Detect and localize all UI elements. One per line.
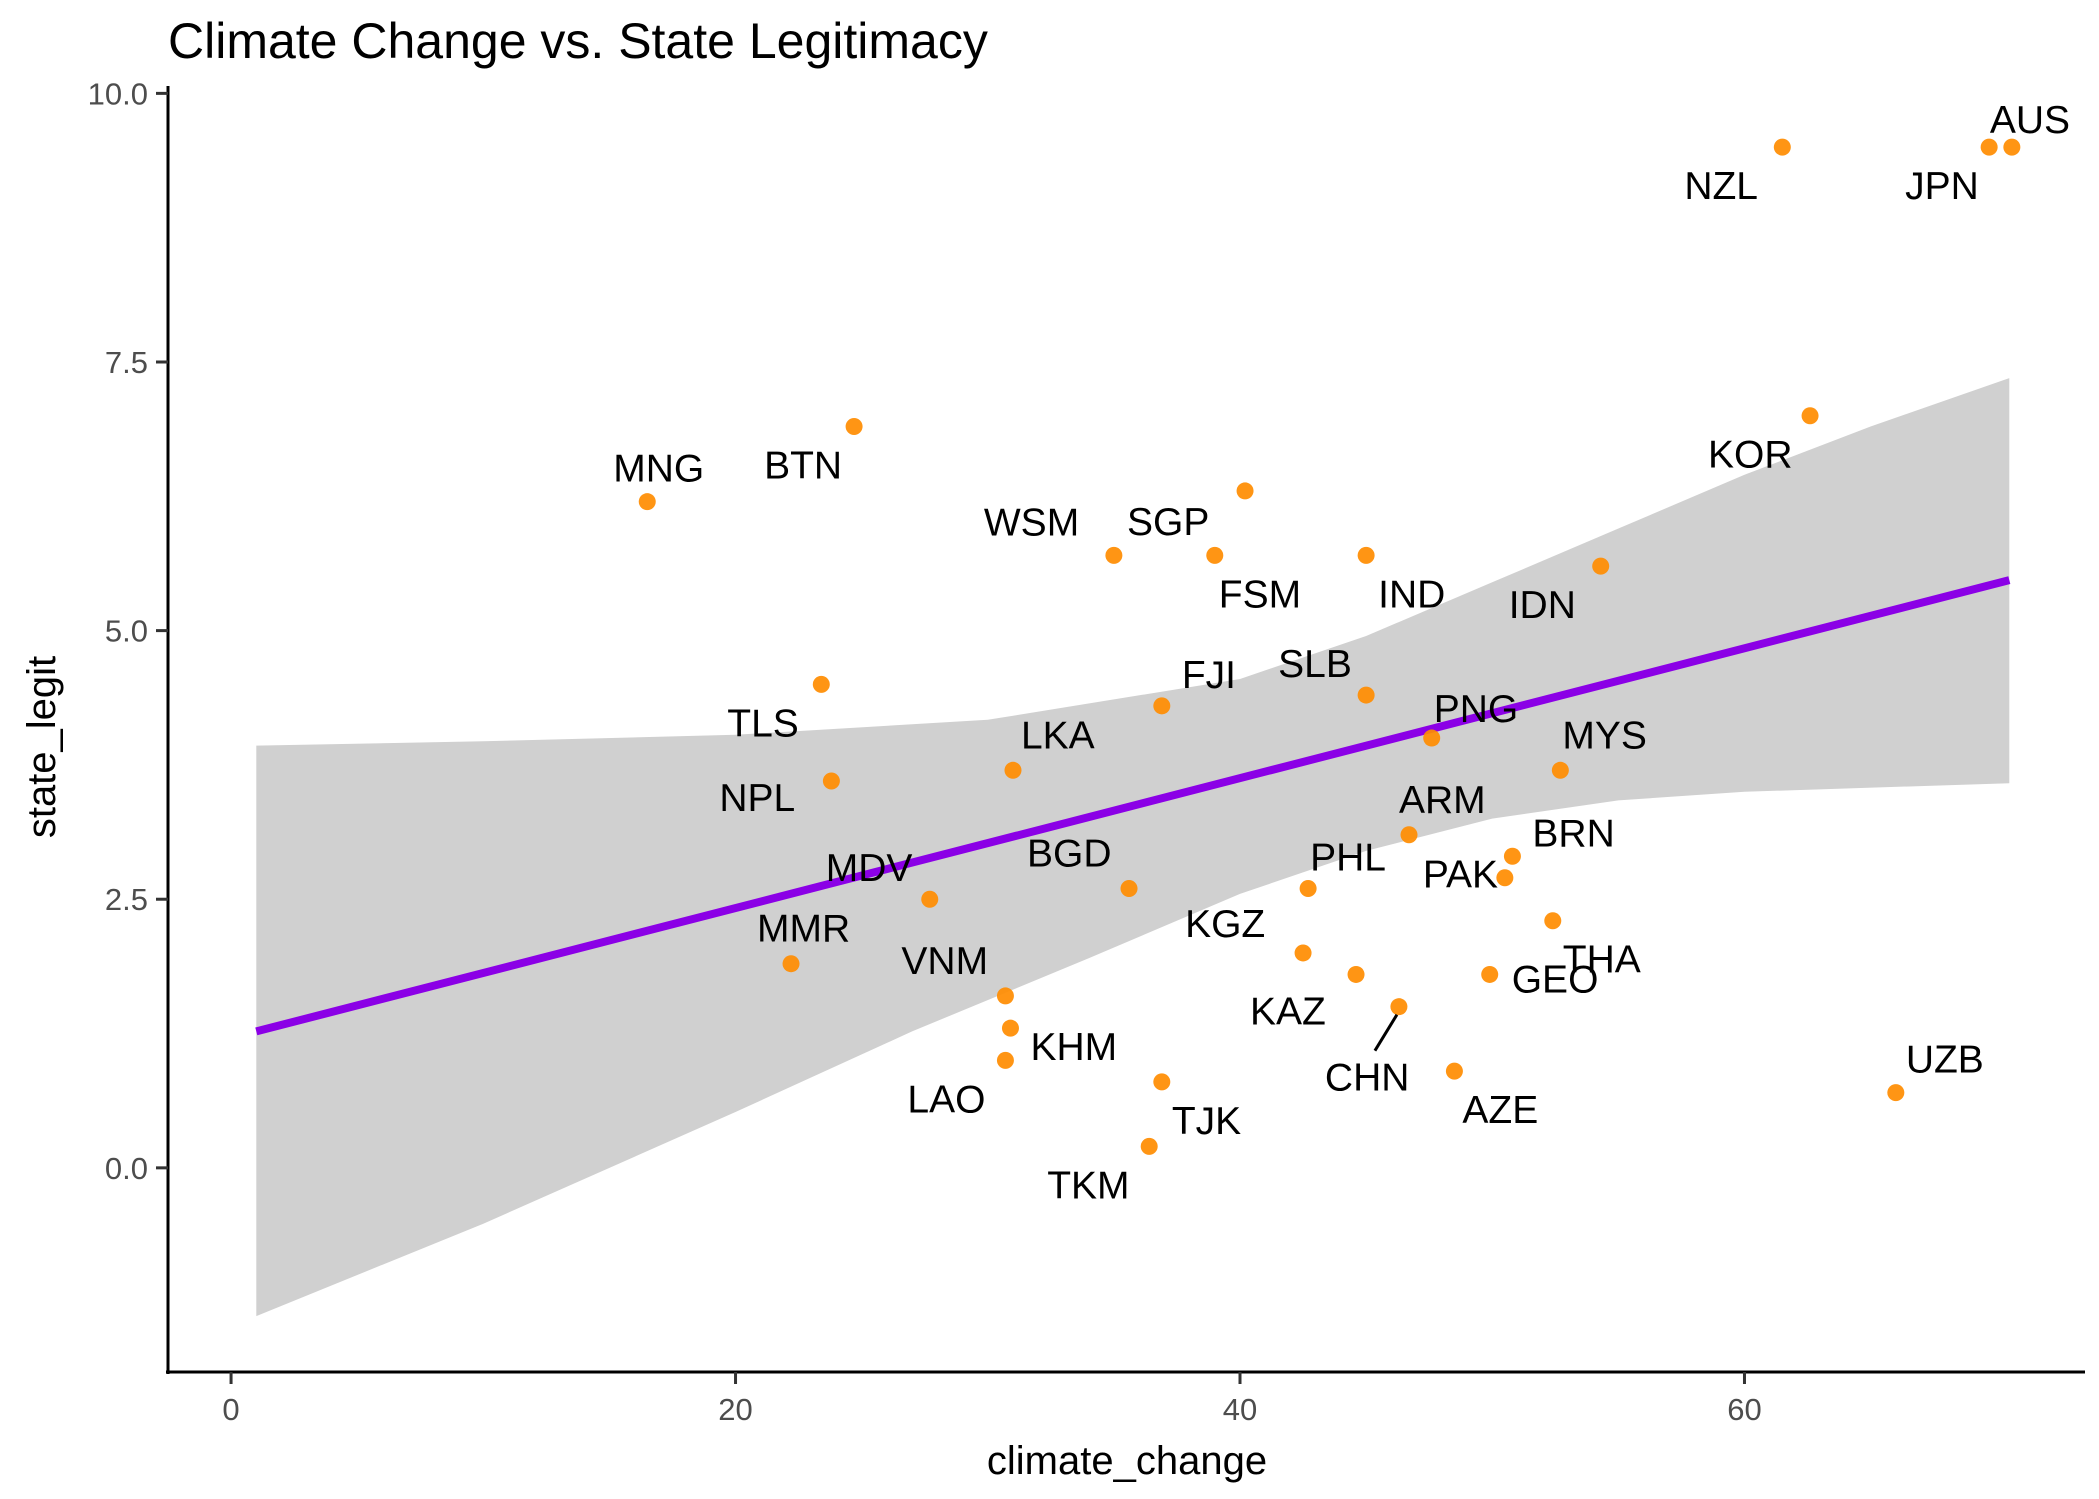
point-label-mmr: MMR (757, 908, 850, 951)
y-tick-label: 10.0 (88, 76, 148, 111)
y-tick-label: 0.0 (105, 1151, 148, 1186)
x-tick-label: 0 (222, 1392, 239, 1427)
x-axis-title: climate_change (987, 1439, 1267, 1483)
data-point-geo (1481, 965, 1499, 983)
point-label-chn: CHN (1325, 1057, 1410, 1100)
data-point-jpn (1980, 138, 1998, 156)
point-label-mys: MYS (1562, 714, 1647, 757)
point-label-nzl: NZL (1684, 165, 1758, 208)
data-point-mdv (921, 890, 939, 908)
point-label-tha: THA (1563, 939, 1641, 982)
point-label-bgd: BGD (1027, 832, 1112, 875)
confidence-band-area (256, 378, 2010, 1317)
data-point-nzl (1773, 138, 1791, 156)
point-label-tls: TLS (727, 702, 799, 745)
x-tick-label: 60 (1727, 1392, 1761, 1427)
data-point-fsm (1206, 546, 1224, 564)
x-tick-label: 40 (1223, 1392, 1257, 1427)
data-point-ind (1357, 546, 1375, 564)
point-label-geo: GEO (1512, 958, 1599, 1001)
data-point-kgz (1294, 944, 1312, 962)
point-labels: AUS JPN NZL KOR BTN MNG SGP WSM FSM IND IDN TLS FJI S… (613, 99, 2070, 1207)
point-label-phl: PHL (1310, 836, 1386, 879)
point-label-ind: IND (1378, 573, 1445, 616)
point-label-wsm: WSM (984, 501, 1079, 544)
axes: 0 20 40 60 0.0 2.5 5.0 7.5 10.0 (88, 76, 2085, 1427)
data-point-aze (1445, 1062, 1463, 1080)
data-point-tha (1544, 912, 1562, 930)
regression-line (255, 576, 2011, 1036)
point-label-brn: BRN (1532, 812, 1614, 855)
point-label-kaz: KAZ (1250, 990, 1326, 1033)
data-point-brn (1503, 847, 1521, 865)
point-label-png: PNG (1434, 688, 1519, 731)
point-label-tjk: TJK (1172, 1100, 1241, 1143)
data-point-sgp (1236, 482, 1254, 500)
data-point-vnm (996, 987, 1014, 1005)
point-label-tkm: TKM (1047, 1164, 1129, 1207)
point-label-lka: LKA (1021, 714, 1095, 757)
data-point-idn (1592, 557, 1610, 575)
data-point-pak (1496, 869, 1514, 887)
point-label-mdv: MDV (826, 847, 913, 890)
chart-title: Climate Change vs. State Legitimacy (168, 13, 988, 69)
x-tick-label: 20 (718, 1392, 752, 1427)
data-point-tjk (1153, 1073, 1171, 1091)
data-point-arm (1400, 826, 1418, 844)
point-label-btn: BTN (764, 444, 842, 487)
y-tick-label: 7.5 (105, 345, 148, 380)
point-label-aus: AUS (1990, 99, 2070, 142)
point-label-fsm: FSM (1219, 573, 1301, 616)
data-point-png (1423, 729, 1441, 747)
data-point-btn (845, 417, 863, 435)
data-point-bgd (1120, 879, 1138, 897)
point-label-khm: KHM (1030, 1026, 1117, 1069)
point-label-arm: ARM (1399, 779, 1486, 822)
y-axis-title: state_legit (20, 656, 64, 838)
data-point-tls (812, 675, 830, 693)
point-label-idn: IDN (1509, 584, 1576, 627)
point-label-sgp: SGP (1127, 501, 1209, 544)
point-label-aze: AZE (1462, 1089, 1538, 1132)
data-point-aus (2003, 138, 2021, 156)
data-point-chn (1390, 998, 1408, 1016)
data-point-wsm (1105, 546, 1123, 564)
point-label-kor: KOR (1708, 434, 1793, 477)
data-point-kor (1801, 407, 1819, 425)
data-point-kaz (1347, 965, 1365, 983)
point-label-uzb: UZB (1906, 1039, 1984, 1082)
trend-line (255, 576, 2011, 1036)
point-label-lao: LAO (907, 1078, 985, 1121)
leader-line-chn (1373, 1013, 1399, 1052)
point-label-vnm: VNM (901, 940, 988, 983)
data-point-mng (638, 493, 656, 511)
y-tick-label: 2.5 (105, 882, 148, 917)
point-label-fji: FJI (1182, 654, 1236, 697)
data-point-lka (1004, 761, 1022, 779)
data-points (638, 138, 2021, 1155)
data-point-mmr (782, 955, 800, 973)
data-point-uzb (1887, 1084, 1905, 1102)
data-point-lao (996, 1051, 1014, 1069)
point-label-slb: SLB (1278, 643, 1352, 686)
data-point-phl (1299, 879, 1317, 897)
point-label-pak: PAK (1423, 854, 1498, 897)
data-point-khm (1001, 1019, 1019, 1037)
data-point-slb (1357, 686, 1375, 704)
point-label-jpn: JPN (1905, 165, 1979, 208)
data-point-npl (822, 772, 840, 790)
y-tick-label: 5.0 (105, 614, 148, 649)
point-label-mng: MNG (613, 448, 704, 491)
data-point-tkm (1140, 1137, 1158, 1155)
point-label-kgz: KGZ (1185, 903, 1265, 946)
point-label-npl: NPL (719, 777, 795, 820)
confidence-band (256, 378, 2010, 1317)
data-point-mys (1551, 761, 1569, 779)
data-point-fji (1153, 697, 1171, 715)
